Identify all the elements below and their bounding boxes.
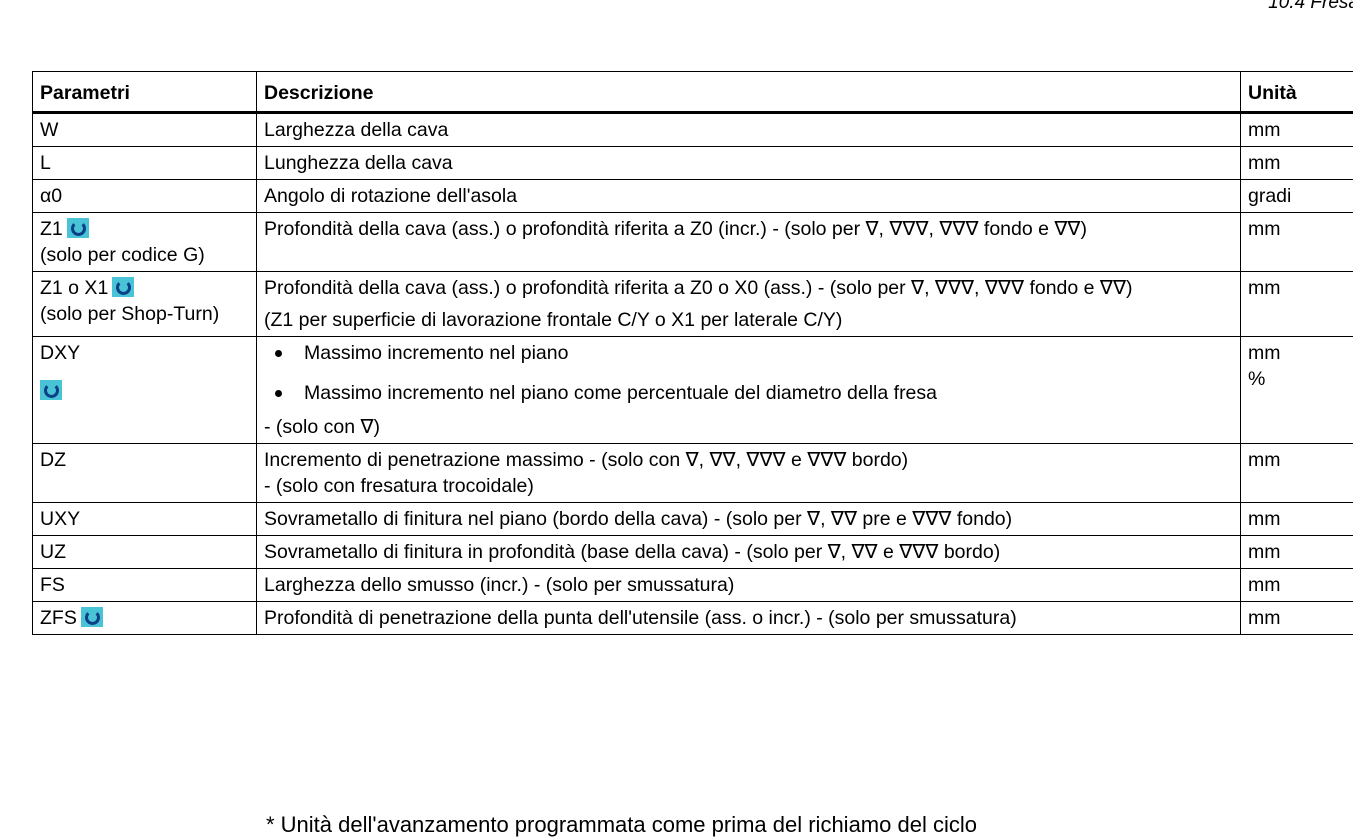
unit-cell: mm (1241, 602, 1353, 635)
list-item: Massimo incremento nel piano come percen… (264, 380, 1233, 406)
description-cell: Profondità di penetrazione della punta d… (257, 602, 1241, 635)
param-name: Z1 o X1 (40, 277, 108, 299)
column-header-parametri: Parametri (33, 72, 257, 113)
description-cell: Profondità della cava (ass.) o profondit… (257, 272, 1241, 337)
unit-cell: mm (1241, 272, 1353, 337)
description-cell: Lunghezza della cava (257, 147, 1241, 180)
param-name: DXY (40, 340, 249, 366)
param-cell: L (33, 147, 257, 180)
description-note: (Z1 per superficie di lavorazione fronta… (264, 307, 1233, 333)
param-cell: UZ (33, 536, 257, 569)
param-note: (solo per Shop-Turn) (40, 301, 249, 327)
table-row: UZ Sovrametallo di finitura in profondit… (33, 536, 1353, 569)
unit-cell: mm (1241, 503, 1353, 536)
description-cell: Massimo incremento nel piano Massimo inc… (257, 337, 1241, 444)
table-row: Z1 o X1 (solo per Shop-Turn) Profondità … (33, 272, 1353, 337)
description-text: Profondità della cava (ass.) o profondit… (264, 275, 1233, 301)
table-row: DZ Incremento di penetrazione massimo - … (33, 444, 1353, 503)
table-row: FS Larghezza dello smusso (incr.) - (sol… (33, 569, 1353, 602)
param-name: ZFS (40, 607, 77, 629)
table-row: Z1 (solo per codice G) Profondità della … (33, 213, 1353, 272)
description-cell: Sovrametallo di finitura nel piano (bord… (257, 503, 1241, 536)
unit-value: % (1248, 366, 1353, 392)
table-row: UXY Sovrametallo di finitura nel piano (… (33, 503, 1353, 536)
param-cell: FS (33, 569, 257, 602)
cycle-icon (67, 218, 89, 238)
unit-cell: mm (1241, 569, 1353, 602)
bullet-list: Massimo incremento nel piano Massimo inc… (264, 340, 1233, 406)
description-cell: Larghezza della cava (257, 113, 1241, 147)
unit-cell: mm (1241, 113, 1353, 147)
description-text: Incremento di penetrazione massimo - (so… (264, 447, 1233, 473)
cycle-icon (112, 277, 134, 297)
description-note: - (solo con fresatura trocoidale) (264, 473, 1233, 499)
parameter-table: Parametri Descrizione Unità W Larghezza … (32, 71, 1353, 635)
page-header: 10.4 Fresa (1268, 0, 1353, 14)
param-name: Z1 (40, 218, 63, 240)
param-cell: Z1 (solo per codice G) (33, 213, 257, 272)
param-cell: Z1 o X1 (solo per Shop-Turn) (33, 272, 257, 337)
description-cell: Sovrametallo di finitura in profondità (… (257, 536, 1241, 569)
unit-cell: mm (1241, 213, 1353, 272)
cycle-icon (81, 607, 103, 627)
unit-cell: mm (1241, 536, 1353, 569)
unit-cell: gradi (1241, 180, 1353, 213)
list-item: Massimo incremento nel piano (264, 340, 1233, 366)
param-cell: DZ (33, 444, 257, 503)
unit-cell: mm % (1241, 337, 1353, 444)
column-header-unita: Unità (1241, 72, 1353, 113)
param-cell: DXY (33, 337, 257, 444)
description-note: - (solo con ∇) (264, 414, 1233, 440)
table-row: W Larghezza della cava mm (33, 113, 1353, 147)
description-cell: Incremento di penetrazione massimo - (so… (257, 444, 1241, 503)
param-cell: α0 (33, 180, 257, 213)
table-row: α0 Angolo di rotazione dell'asola gradi (33, 180, 1353, 213)
param-note: (solo per codice G) (40, 242, 249, 268)
param-cell: W (33, 113, 257, 147)
param-cell: UXY (33, 503, 257, 536)
cycle-icon (40, 380, 62, 400)
table-row: L Lunghezza della cava mm (33, 147, 1353, 180)
description-cell: Angolo di rotazione dell'asola (257, 180, 1241, 213)
table-header-row: Parametri Descrizione Unità (33, 72, 1353, 113)
description-cell: Larghezza dello smusso (incr.) - (solo p… (257, 569, 1241, 602)
table-row: ZFS Profondità di penetrazione della pun… (33, 602, 1353, 635)
unit-cell: mm (1241, 444, 1353, 503)
unit-cell: mm (1241, 147, 1353, 180)
description-cell: Profondità della cava (ass.) o profondit… (257, 213, 1241, 272)
unit-value: mm (1248, 340, 1353, 366)
column-header-descrizione: Descrizione (257, 72, 1241, 113)
table-row: DXY Massimo incremento nel piano Massimo… (33, 337, 1353, 444)
footnote: * Unità dell'avanzamento programmata com… (266, 812, 977, 838)
param-cell: ZFS (33, 602, 257, 635)
